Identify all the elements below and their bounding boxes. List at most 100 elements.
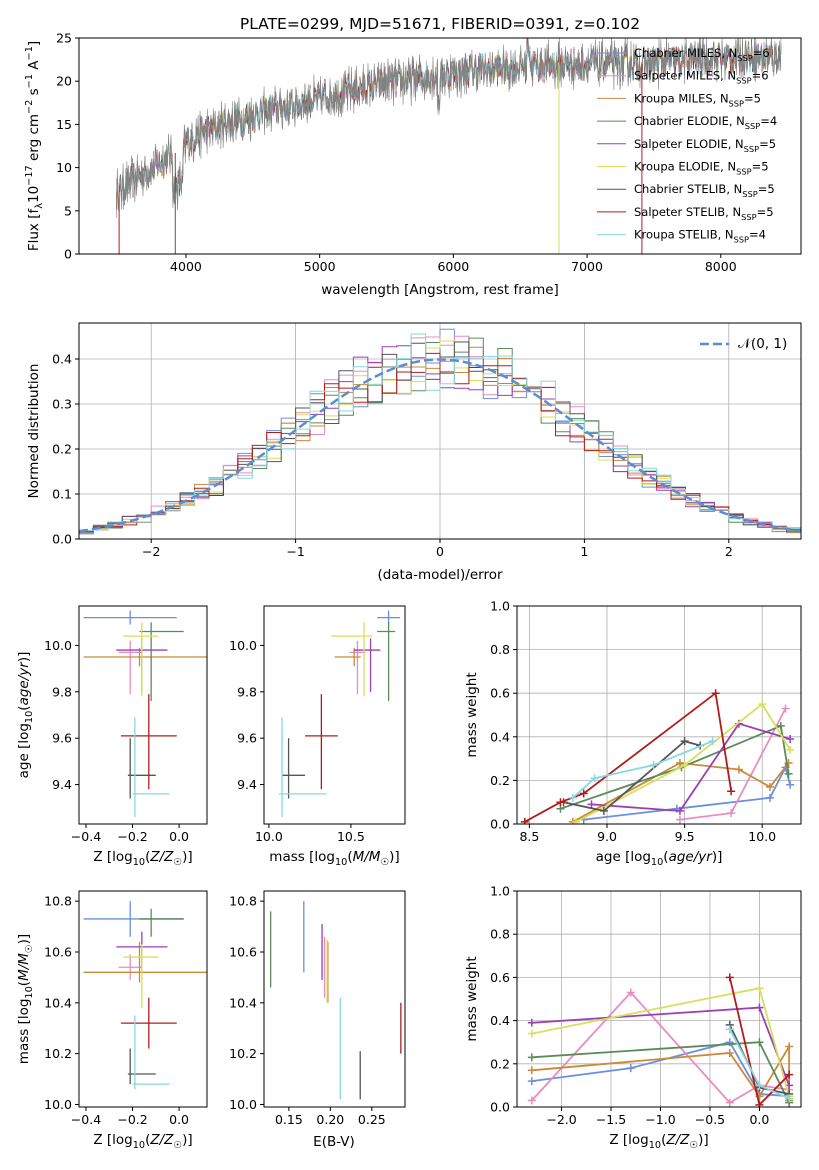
legend-label: Kroupa STELIB, NSSP=4 [634,228,766,245]
legend: Chabrier MILES, NSSP=6 Salpeter MILES, NS… [597,46,777,245]
weight-marker [755,1003,764,1012]
y-tick-label: 10.0 [229,638,257,653]
histogram-step [79,333,801,531]
y-tick-label: 0.6 [490,970,510,985]
error-point [304,694,338,790]
weight-marker [649,761,658,770]
weight-marker [556,798,565,807]
y-tick-label: 1.0 [490,884,510,899]
weight-line [591,722,791,812]
plot-area [269,901,402,1100]
error-point [118,640,142,695]
error-point [120,997,177,1049]
error-point [377,610,401,625]
y-tick-label: 9.8 [237,684,257,699]
y-tick-label: 0 [64,247,72,262]
weight-marker [527,1053,536,1062]
x-tick-label: −1 [286,544,304,559]
weight-marker [527,1018,536,1027]
x-tick-label: 5000 [304,259,336,274]
y-tick-label: 10.2 [44,1046,72,1061]
y-tick-label: 9.6 [52,731,72,746]
weight-series [725,973,794,1107]
y-tick-label: 0.1 [52,487,72,502]
weight-marker [785,1042,794,1051]
error-point [282,738,305,799]
plot-area [527,973,794,1107]
x-tick-label: 10.5 [337,829,365,844]
weight-line [560,724,790,810]
weight-series [568,758,793,824]
y-tick-label: 10.4 [229,995,257,1010]
x-axis-label: Z [log10(Z/Z☉)] [93,849,192,868]
y-tick-label: 10.4 [44,995,72,1010]
y-tick-label: 0.2 [52,442,72,457]
weight-marker [734,765,743,774]
y-tick-label: 10 [56,160,72,175]
axes-frame [516,890,802,1108]
weight-marker [765,782,774,791]
y-tick-label: 0.6 [490,686,510,701]
x-tick-label: 9.0 [597,829,617,844]
error-point [354,638,381,692]
weight-marker [755,1081,764,1090]
y-tick-label: 10.8 [44,894,72,909]
data-line [116,38,782,218]
axes-frame [78,605,208,825]
x-axis-label: age [log10(age/yr)] [596,849,723,868]
axes-frame [78,37,802,255]
plot-area [79,328,801,535]
y-axis-label: mass weight [464,672,480,757]
weight-marker [626,988,635,997]
weight-marker [520,817,529,824]
y-tick-label: 10.0 [229,1097,257,1112]
x-tick-label: −1.5 [596,1112,626,1127]
weight-marker [675,758,684,767]
plot-area [116,38,782,254]
weight-series [675,704,790,824]
weight-marker [711,689,720,698]
error-point [123,622,159,697]
error-point [127,738,156,799]
legend-label: Kroupa ELODIE, NSSP=5 [634,160,769,177]
weight-marker [680,737,689,746]
legend-label: Chabrier ELODIE, NSSP=4 [634,114,777,131]
y-tick-label: 5 [64,203,72,218]
histogram-step [79,352,801,532]
weight-marker [755,984,764,993]
x-tick-label: 0.25 [358,1112,386,1127]
error-point [132,1015,170,1090]
weight-series [725,1025,794,1103]
y-tick-label: 10.0 [44,1097,72,1112]
weight-line [563,740,701,812]
weight-line [572,740,713,799]
weight-line [572,762,790,823]
weight-marker [587,800,596,809]
weight-line [524,691,733,823]
error-point [139,908,184,937]
axes-frame [263,605,406,825]
legend-label: Chabrier STELIB, NSSP=5 [634,182,775,199]
x-tick-label: 6000 [437,259,469,274]
y-tick-label: 0.8 [490,927,510,942]
weight-marker [708,737,717,746]
weight-marker [527,1029,536,1038]
spectrum-panel: 4000 5000 6000 7000 8000 0 5 10 15 20 25 wavelength… [24,31,802,298]
y-axis-label: mass weight [464,956,480,1041]
x-tick-label: −0.2 [117,1112,147,1127]
weight-marker [590,774,599,783]
weight-marker [675,815,684,824]
weight-marker [527,1066,536,1075]
weight-line [583,764,791,821]
y-tick-label: 0.4 [52,352,72,367]
x-tick-label: −0.2 [117,829,147,844]
legend-label: 𝒩(0, 1) [738,336,787,352]
weight-marker [725,973,734,982]
y-tick-label: 10.2 [229,1046,257,1061]
weight-marker [527,1096,536,1105]
age-vs-Z-panel: −0.4 −0.2 0.0 9.4 9.6 9.8 10.0 Z [log10(Z/Z☉)] a… [16,605,208,868]
y-axis-label: mass [log10(M/M☉)] [16,934,35,1064]
x-tick-label: −2 [142,544,160,559]
y-tick-label: 20 [56,74,72,89]
y-tick-label: 0.4 [490,729,510,744]
